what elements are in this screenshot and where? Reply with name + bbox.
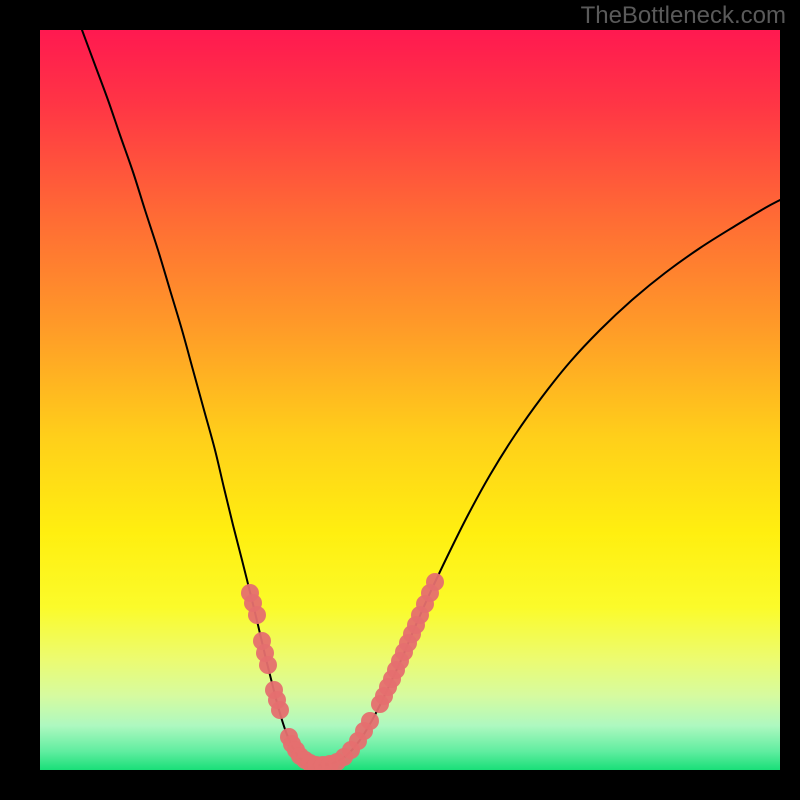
gradient-background [40, 30, 780, 770]
chart-container: TheBottleneck.com [0, 0, 800, 800]
plot-svg [40, 30, 780, 770]
watermark-text: TheBottleneck.com [581, 2, 786, 30]
plot-area [40, 30, 780, 770]
